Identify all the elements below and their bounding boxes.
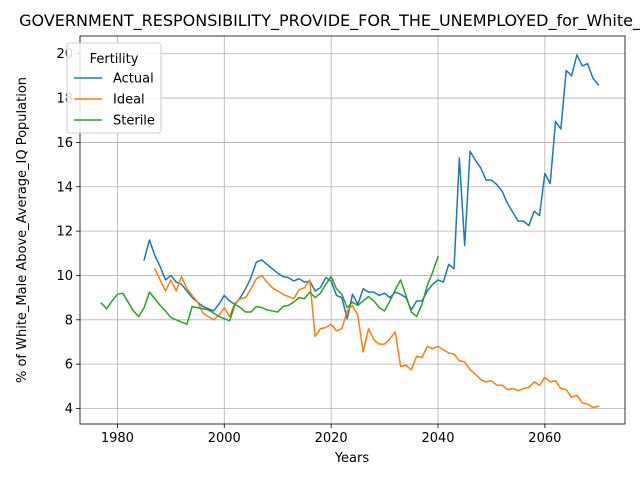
x-axis: 1980 2000 2020 2040 2060 xyxy=(101,424,561,446)
series-line-ideal xyxy=(153,267,600,409)
x-tick-label: 2060 xyxy=(528,431,561,446)
x-tick-label: 2040 xyxy=(421,431,454,446)
plot-area-frame xyxy=(79,35,626,425)
y-tick-label: 10 xyxy=(56,269,73,284)
legend-label-actual: Actual xyxy=(113,72,154,87)
y-tick-label: 16 xyxy=(56,136,73,151)
legend-entries: Actual Ideal Sterile xyxy=(74,72,155,129)
legend-label-sterile: Sterile xyxy=(113,114,155,129)
legend-label-ideal: Ideal xyxy=(113,93,145,108)
chart-title: GOVERNMENT_RESPONSIBILITY_PROVIDE_FOR_TH… xyxy=(19,11,640,31)
legend-title: Fertility xyxy=(90,52,139,67)
legend-box xyxy=(66,42,162,134)
series-line-sterile xyxy=(100,255,439,325)
y-tick-label: 6 xyxy=(65,358,73,373)
x-tick-label: 1980 xyxy=(101,431,134,446)
x-tick-label: 2000 xyxy=(208,431,241,446)
series-line-actual xyxy=(143,54,600,320)
y-axis-label: % of White_Male Above_Average_IQ Populat… xyxy=(15,77,30,383)
y-tick-label: 8 xyxy=(65,313,73,328)
series-lines xyxy=(100,54,600,409)
x-tick-label: 2020 xyxy=(315,431,348,446)
y-tick-label: 14 xyxy=(56,180,73,195)
y-tick-label: 12 xyxy=(56,225,73,240)
legend: Fertility Actual Ideal Sterile xyxy=(66,42,162,134)
x-axis-label: Years xyxy=(334,451,370,466)
y-tick-label: 4 xyxy=(65,402,73,417)
